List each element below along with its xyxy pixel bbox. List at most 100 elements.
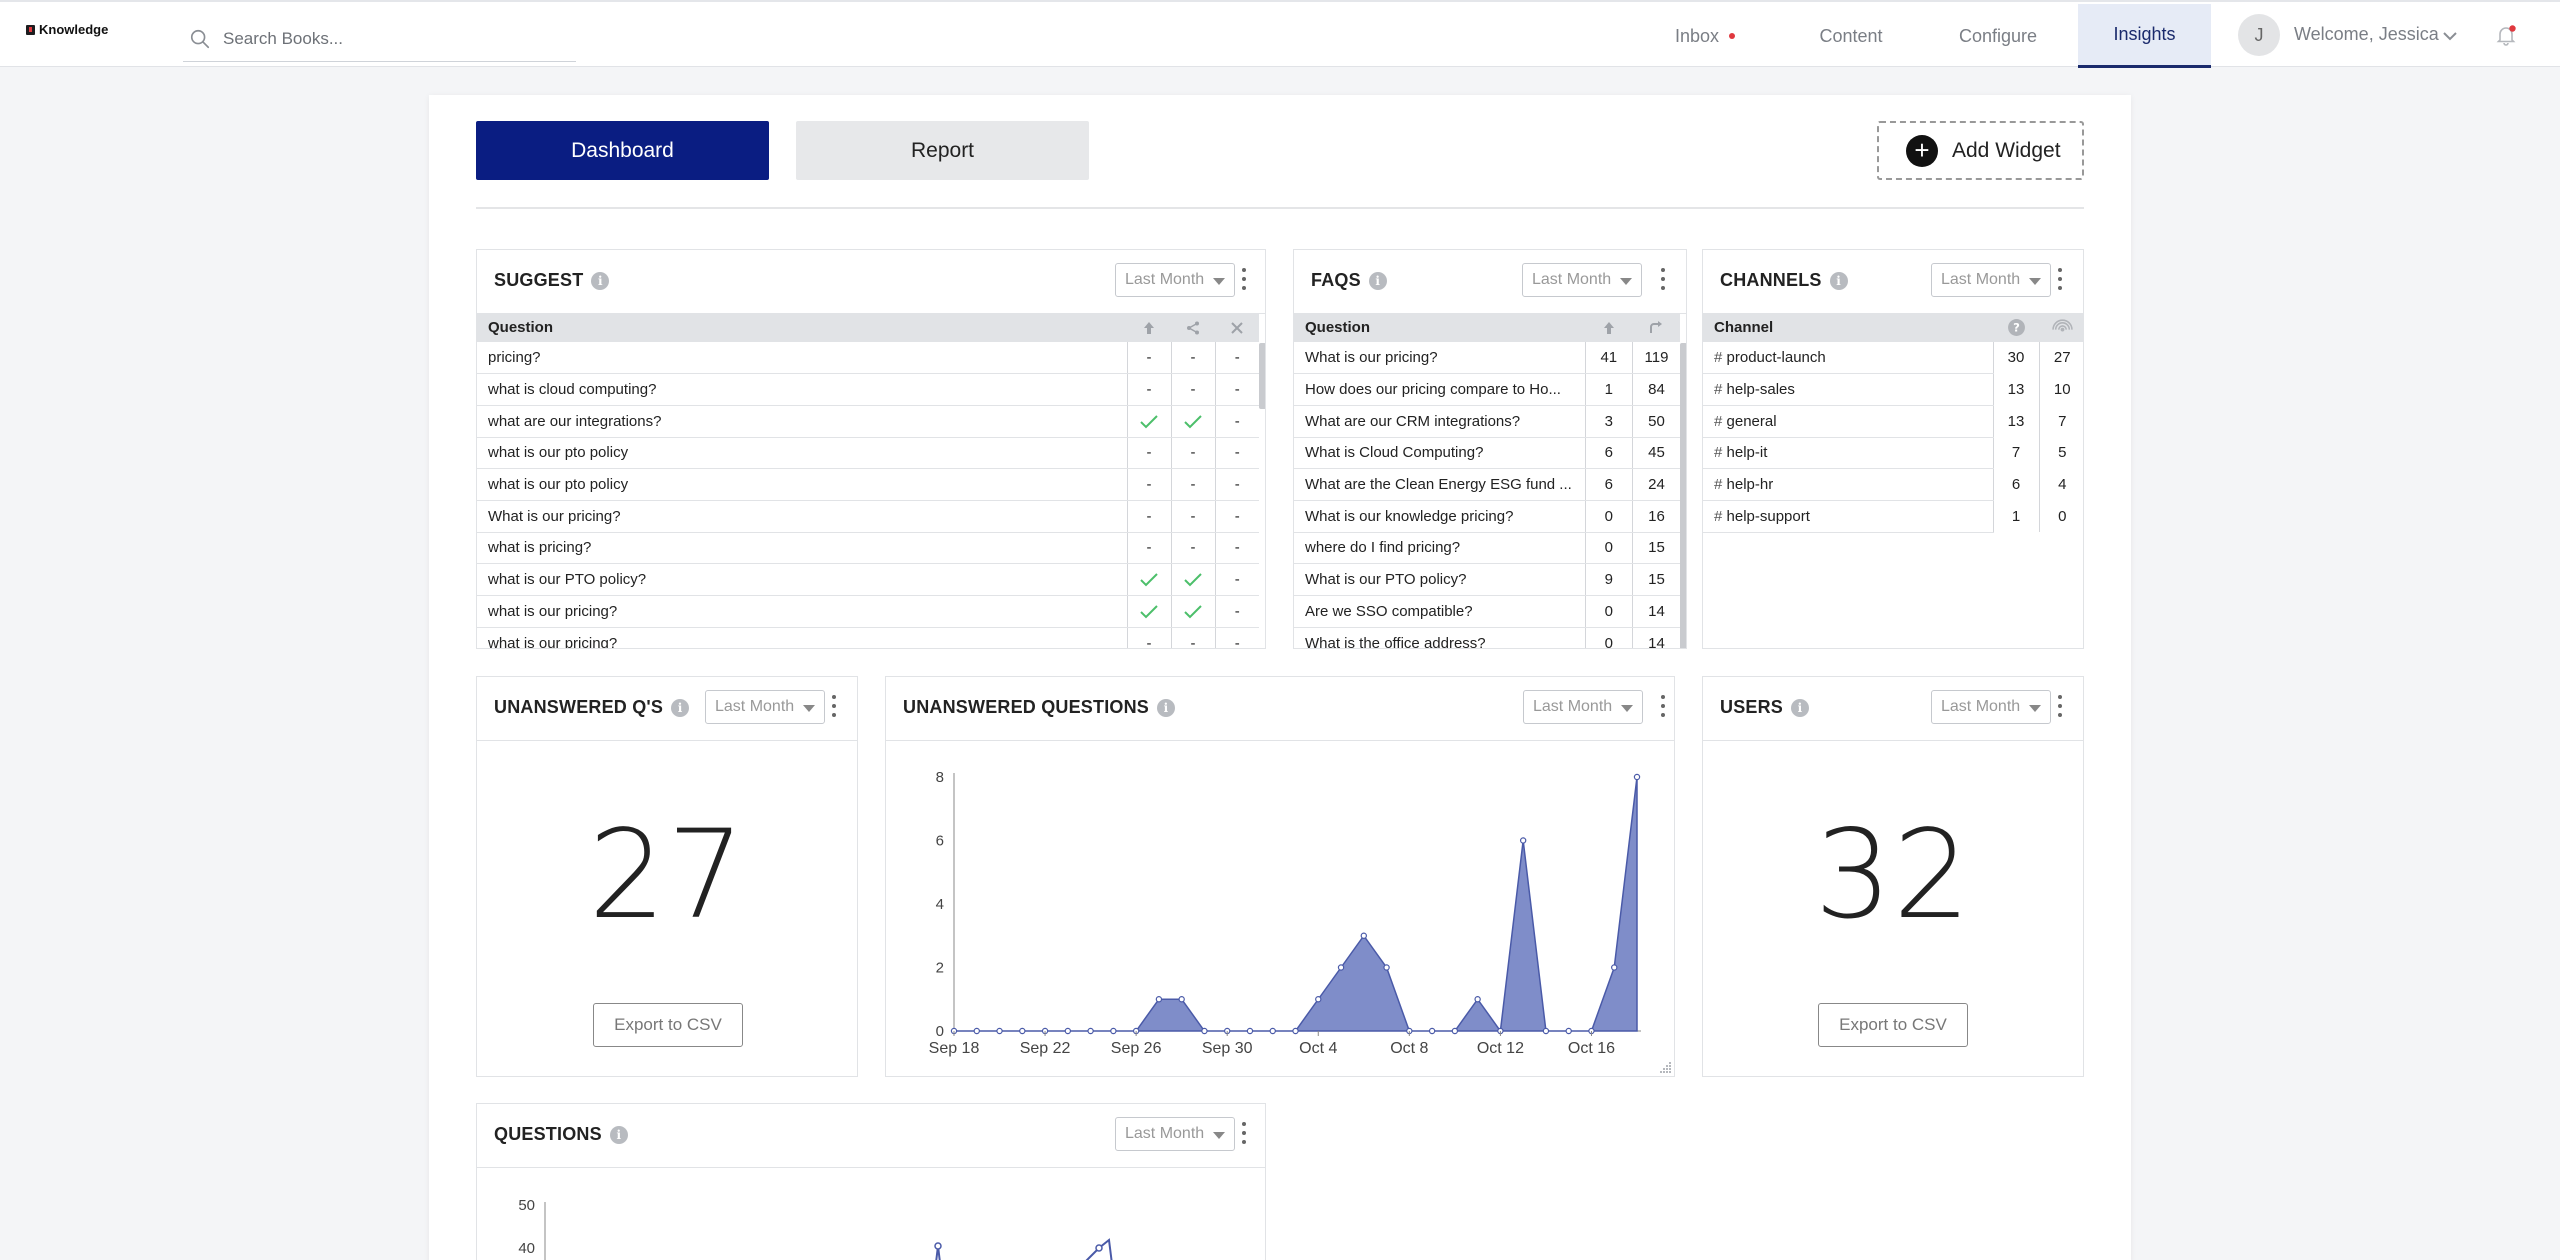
- action-cell[interactable]: -: [1126, 342, 1171, 375]
- data-point[interactable]: [1428, 1027, 1436, 1035]
- info-icon[interactable]: i: [1368, 271, 1387, 290]
- approved-cell[interactable]: [1170, 563, 1215, 596]
- time-range-select[interactable]: Last Month: [1523, 690, 1643, 724]
- action-cell[interactable]: -: [1126, 373, 1171, 406]
- approved-cell[interactable]: [1126, 405, 1171, 438]
- table-row[interactable]: Are we SSO compatible? 0 14: [1294, 595, 1680, 628]
- more-options-icon[interactable]: [1241, 268, 1247, 294]
- nav-configure[interactable]: Configure: [1935, 4, 2061, 68]
- data-point[interactable]: [1611, 964, 1618, 971]
- table-row[interactable]: what is our PTO policy? -: [477, 563, 1259, 596]
- data-point[interactable]: [1315, 996, 1322, 1003]
- time-range-select[interactable]: Last Month: [1522, 263, 1642, 297]
- table-row[interactable]: What is the office address? 0 14: [1294, 627, 1680, 648]
- data-point[interactable]: [1633, 773, 1641, 781]
- data-point[interactable]: [1519, 837, 1527, 844]
- bell-icon[interactable]: [2495, 24, 2517, 46]
- table-row[interactable]: pricing? - - -: [477, 342, 1259, 375]
- data-point[interactable]: [1360, 932, 1367, 939]
- nav-content[interactable]: Content: [1790, 4, 1912, 68]
- action-cell[interactable]: -: [1170, 500, 1215, 533]
- data-point[interactable]: [1451, 1027, 1459, 1035]
- time-range-select[interactable]: Last Month: [1115, 1117, 1235, 1151]
- time-range-select[interactable]: Last Month: [1931, 690, 2051, 724]
- more-options-icon[interactable]: [1241, 1122, 1247, 1148]
- brand-logo[interactable]: Knowledge: [26, 22, 108, 37]
- data-point[interactable]: [1383, 964, 1390, 971]
- scrollbar[interactable]: [1259, 343, 1265, 409]
- nav-insights[interactable]: Insights: [2078, 4, 2211, 68]
- info-icon[interactable]: i: [1829, 271, 1848, 290]
- table-row[interactable]: # help-support 1 0: [1703, 500, 2083, 533]
- table-row[interactable]: # help-it 7 5: [1703, 437, 2083, 470]
- resize-handle-icon[interactable]: [1658, 1060, 1672, 1074]
- action-cell[interactable]: -: [1170, 532, 1215, 565]
- table-row[interactable]: what is cloud computing? - - -: [477, 373, 1259, 406]
- info-icon[interactable]: i: [591, 271, 610, 290]
- table-row[interactable]: What is our pricing? 41 119: [1294, 342, 1680, 375]
- table-row[interactable]: What is Cloud Computing? 6 45: [1294, 437, 1680, 470]
- chevron-down-icon[interactable]: [2440, 26, 2460, 46]
- info-icon[interactable]: i: [1791, 698, 1810, 717]
- data-point[interactable]: [1474, 996, 1481, 1003]
- approved-cell[interactable]: [1126, 595, 1171, 628]
- report-tab[interactable]: Report: [796, 121, 1089, 180]
- action-cell[interactable]: -: [1214, 563, 1259, 596]
- add-widget-button[interactable]: + Add Widget: [1877, 121, 2084, 180]
- approved-cell[interactable]: [1126, 563, 1171, 596]
- table-row[interactable]: What is our pricing? - - -: [477, 500, 1259, 533]
- data-point[interactable]: [1087, 1027, 1094, 1035]
- more-options-icon[interactable]: [1660, 268, 1666, 294]
- table-row[interactable]: # help-sales 13 10: [1703, 373, 2083, 406]
- data-point[interactable]: [1269, 1027, 1276, 1035]
- data-point[interactable]: [1292, 1027, 1299, 1035]
- table-row[interactable]: what is our pto policy - - -: [477, 437, 1259, 470]
- data-point[interactable]: [1565, 1027, 1572, 1035]
- table-row[interactable]: what is our pricing? - - -: [477, 627, 1259, 648]
- action-cell[interactable]: -: [1214, 342, 1259, 375]
- data-point[interactable]: [1201, 1027, 1208, 1035]
- search-input[interactable]: [223, 28, 543, 49]
- table-row[interactable]: what is our pricing? -: [477, 595, 1259, 628]
- action-cell[interactable]: -: [1126, 532, 1171, 565]
- more-options-icon[interactable]: [831, 695, 837, 721]
- action-cell[interactable]: -: [1214, 595, 1259, 628]
- table-row[interactable]: What is our knowledge pricing? 0 16: [1294, 500, 1680, 533]
- action-cell[interactable]: -: [1214, 373, 1259, 406]
- data-point[interactable]: [1542, 1027, 1550, 1035]
- more-options-icon[interactable]: [2057, 695, 2063, 721]
- table-row[interactable]: what are our integrations? -: [477, 405, 1259, 438]
- action-cell[interactable]: -: [1214, 468, 1259, 501]
- action-cell[interactable]: -: [1126, 627, 1171, 648]
- export-csv-button[interactable]: Export to CSV: [593, 1003, 743, 1047]
- time-range-select[interactable]: Last Month: [1115, 263, 1235, 297]
- action-cell[interactable]: -: [1170, 627, 1215, 648]
- action-cell[interactable]: -: [1214, 405, 1259, 438]
- dashboard-tab[interactable]: Dashboard: [476, 121, 769, 180]
- action-cell[interactable]: -: [1170, 342, 1215, 375]
- info-icon[interactable]: i: [1157, 698, 1176, 717]
- time-range-select[interactable]: Last Month: [705, 690, 825, 724]
- table-row[interactable]: What is our PTO policy? 9 15: [1294, 563, 1680, 596]
- data-point[interactable]: [1155, 996, 1163, 1003]
- table-row[interactable]: what is our pto policy - - -: [477, 468, 1259, 501]
- table-row[interactable]: where do I find pricing? 0 15: [1294, 532, 1680, 565]
- info-icon[interactable]: i: [609, 1125, 628, 1144]
- data-point[interactable]: [1064, 1027, 1072, 1035]
- action-cell[interactable]: -: [1170, 468, 1215, 501]
- data-point[interactable]: [1110, 1027, 1117, 1035]
- table-row[interactable]: # help-hr 6 4: [1703, 468, 2083, 501]
- table-row[interactable]: what is pricing? - - -: [477, 532, 1259, 565]
- action-cell[interactable]: -: [1126, 468, 1171, 501]
- action-cell[interactable]: -: [1126, 500, 1171, 533]
- welcome-text[interactable]: Welcome, Jessica: [2294, 24, 2439, 44]
- data-point[interactable]: [973, 1027, 980, 1035]
- table-row[interactable]: # product-launch 30 27: [1703, 342, 2083, 375]
- action-cell[interactable]: -: [1214, 437, 1259, 470]
- action-cell[interactable]: -: [1126, 437, 1171, 470]
- data-point[interactable]: [1178, 996, 1185, 1003]
- action-cell[interactable]: -: [1214, 627, 1259, 648]
- action-cell[interactable]: -: [1214, 532, 1259, 565]
- export-csv-button[interactable]: Export to CSV: [1818, 1003, 1968, 1047]
- table-row[interactable]: How does our pricing compare to Ho... 1 84: [1294, 373, 1680, 406]
